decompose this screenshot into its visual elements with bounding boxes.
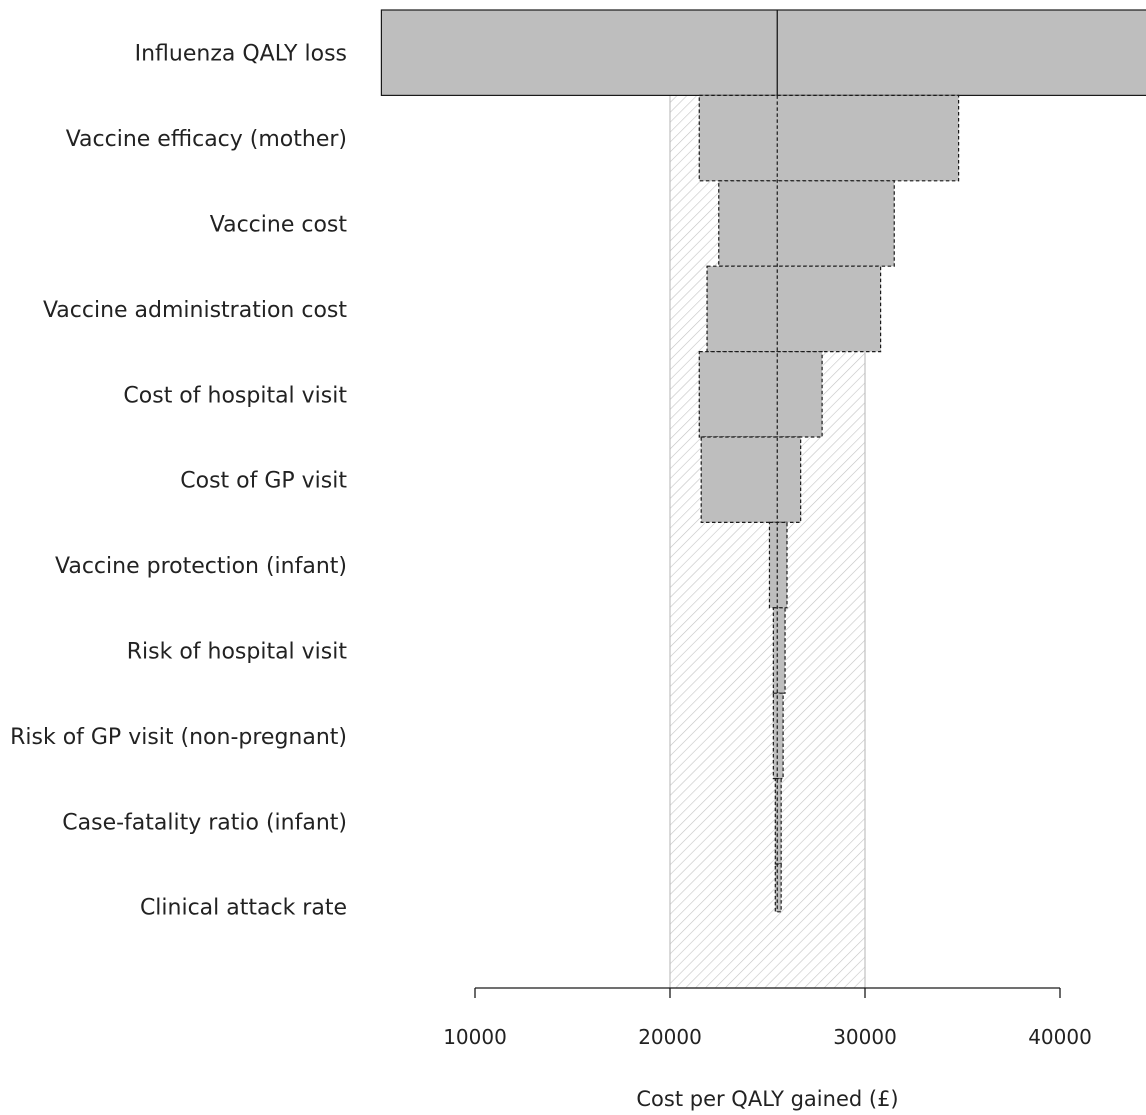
x-axis-title: Cost per QALY gained (£) [636,1087,898,1111]
category-label-1: Influenza QALY loss [135,42,347,67]
category-label-10: Case-fatality ratio (infant) [62,810,347,835]
bar-1 [380,9,1146,97]
x-tick-label-3: 30000 [833,1025,897,1049]
bars [380,9,1146,913]
bar-4 [706,265,882,353]
category-label-9: Risk of GP visit (non-pregnant) [10,725,347,750]
x-axis: 10000 20000 30000 40000 [443,987,1092,1049]
bar-10 [774,777,782,865]
category-label-4: Vaccine administration cost [43,298,347,323]
category-label-5: Cost of hospital visit [123,383,347,408]
x-tick-label-2: 20000 [638,1025,702,1049]
category-label-2: Vaccine efficacy (mother) [66,127,347,152]
bar-8 [772,607,786,694]
bar-5 [698,351,823,438]
bar-11 [774,863,782,913]
bar-7 [768,521,788,609]
category-labels: Influenza QALY loss Vaccine efficacy (mot… [10,42,347,921]
bar-9 [772,692,784,780]
x-tick-label-4: 40000 [1028,1025,1092,1049]
category-label-8: Risk of hospital visit [127,640,348,665]
category-label-6: Cost of GP visit [180,469,347,494]
x-tick-label-1: 10000 [443,1025,507,1049]
bar-3 [718,180,895,267]
bar-2 [698,94,960,182]
category-label-11: Clinical attack rate [140,896,347,921]
category-label-3: Vaccine cost [210,213,348,238]
bar-6 [700,436,802,524]
category-label-7: Vaccine protection (infant) [55,554,347,579]
